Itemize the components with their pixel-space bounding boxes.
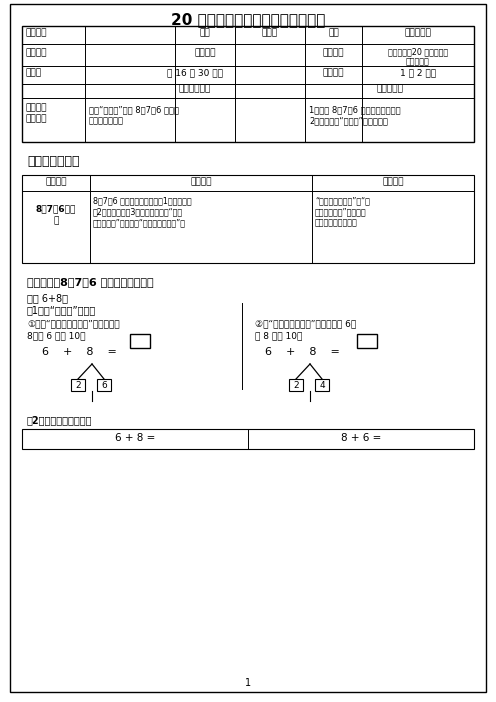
Text: 8 + 6 =: 8 + 6 = — [341, 433, 381, 443]
Text: 上课时间: 上课时间 — [194, 48, 216, 58]
Text: 公 16 讲 30 课时: 公 16 讲 30 课时 — [167, 69, 223, 77]
Text: 加法（二）: 加法（二） — [406, 57, 430, 66]
Text: 小数，凑大数”的关键是: 小数，凑大数”的关键是 — [315, 207, 367, 216]
Bar — [22, 26, 474, 142]
Text: 第十二讲：20 以内的进位: 第十二讲：20 以内的进位 — [388, 47, 448, 56]
Text: ②用“拆小数，凑大数”的方法：分 6，: ②用“拆小数，凑大数”的方法：分 6， — [255, 319, 356, 328]
Text: 一定要拆完凑成十。: 一定要拆完凑成十。 — [315, 218, 358, 227]
Text: 数学（上）: 数学（上） — [405, 29, 432, 37]
Bar — [130, 334, 150, 348]
Text: （2）接数法；（3）凑十法。可以“拆大: （2）接数法；（3）凑十法。可以“拆大 — [93, 207, 183, 216]
Bar — [289, 379, 303, 391]
Text: 20 以内的进位加法（二）教学教案: 20 以内的进位加法（二）教学教案 — [171, 12, 325, 27]
Text: 6: 6 — [101, 380, 107, 390]
Text: 把 8 凑成 10。: 把 8 凑成 10。 — [255, 331, 303, 340]
Text: 几: 几 — [53, 216, 59, 225]
Text: 数，凑小数”，也可以“拆小数，凑大数”。: 数，凑小数”，也可以“拆小数，凑大数”。 — [93, 218, 186, 227]
Text: 计算 6+8。: 计算 6+8。 — [27, 293, 68, 303]
Bar — [97, 379, 111, 391]
Text: 同步教学: 同步教学 — [25, 103, 47, 112]
Text: 一、知识梳理：: 一、知识梳理： — [27, 155, 79, 168]
Text: 4: 4 — [319, 380, 325, 390]
Bar — [71, 379, 85, 391]
Text: 知识内容: 知识内容 — [25, 114, 47, 123]
Text: 年级: 年级 — [199, 29, 210, 37]
Bar — [357, 334, 377, 348]
Text: 1、掌握 8、7、6 加几的计算方法。: 1、掌握 8、7、6 加几的计算方法。 — [309, 105, 401, 114]
Text: 具体内容: 具体内容 — [190, 178, 212, 187]
Text: 2: 2 — [75, 380, 81, 390]
Text: 8，把 6 凑成 10。: 8，把 6 凑成 10。 — [27, 331, 85, 340]
Text: 课时计划: 课时计划 — [323, 69, 344, 77]
Text: （1）用“凑十法”计算。: （1）用“凑十法”计算。 — [27, 305, 96, 315]
Text: 2、灵活运用“凑十法”进行口算。: 2、灵活运用“凑十法”进行口算。 — [309, 116, 388, 125]
Text: 总课时: 总课时 — [25, 69, 41, 77]
Text: 8、7、6、加: 8、7、6、加 — [36, 204, 76, 213]
Text: 8、7、6 加几的计算方法：（1）点数法；: 8、7、6 加几的计算方法：（1）点数法； — [93, 196, 191, 205]
Bar — [315, 379, 329, 391]
Text: （2）交换加数的位置。: （2）交换加数的位置。 — [27, 415, 92, 425]
Text: 教学重难点: 教学重难点 — [376, 84, 403, 93]
Bar — [22, 429, 474, 449]
Text: 授课老师: 授课老师 — [25, 48, 47, 58]
Text: “拆大数，凑小数”或“拆: “拆大数，凑小数”或“拆 — [315, 196, 370, 205]
Text: 2: 2 — [293, 380, 299, 390]
Text: 6    +    8    =: 6 + 8 = — [42, 347, 117, 357]
Text: 6 + 8 =: 6 + 8 = — [115, 433, 155, 443]
Text: 一年级: 一年级 — [262, 29, 278, 37]
Text: 学科: 学科 — [328, 29, 339, 37]
Text: 《知识点》8、7、6 加几的计算方法。: 《知识点》8、7、6 加几的计算方法。 — [27, 277, 154, 287]
Text: 教学课题: 教学课题 — [323, 48, 344, 58]
Text: 学生姓名: 学生姓名 — [25, 29, 47, 37]
Text: ①采用“拆大数，凑小数”的方法：分: ①采用“拆大数，凑小数”的方法：分 — [27, 319, 120, 328]
Text: 教学内容概括: 教学内容概括 — [179, 84, 211, 93]
Bar — [22, 175, 474, 263]
Text: 1 讲 2 课时: 1 讲 2 课时 — [400, 69, 436, 77]
Text: 知识模块: 知识模块 — [45, 178, 67, 187]
Text: 1: 1 — [245, 678, 251, 688]
Text: 会用“凑十法”计算 8、7、6 加几，: 会用“凑十法”计算 8、7、6 加几， — [89, 105, 179, 114]
Text: 并能正确口算。: 并能正确口算。 — [89, 116, 124, 125]
Text: 6    +    8    =: 6 + 8 = — [265, 347, 340, 357]
Text: 要点提示: 要点提示 — [382, 178, 404, 187]
